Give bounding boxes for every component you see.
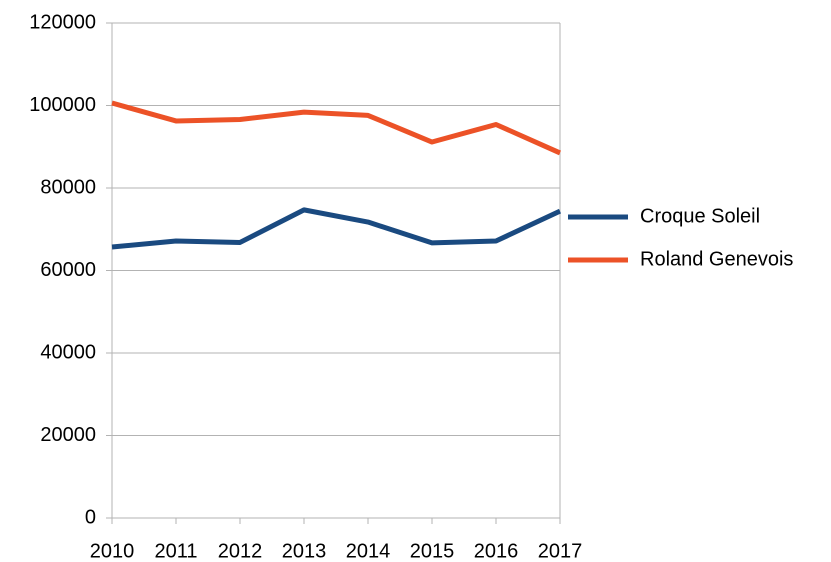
y-tick-label: 20000 [40, 424, 96, 446]
legend-label: Croque Soleil [640, 205, 760, 227]
y-tick-label: 80000 [40, 176, 96, 198]
x-tick-label: 2012 [218, 540, 263, 562]
x-tick-label: 2016 [474, 540, 519, 562]
x-tick-label: 2017 [538, 540, 583, 562]
y-tick-label: 0 [85, 506, 96, 528]
y-tick-label: 40000 [40, 341, 96, 363]
series-line [111, 207, 562, 250]
x-tick-label: 2011 [154, 540, 197, 562]
x-tick-label: 2015 [410, 540, 455, 562]
y-tick-label: 60000 [40, 259, 96, 281]
x-tick-label: 2013 [282, 540, 327, 562]
x-tick-label: 2010 [90, 540, 135, 562]
y-tick-label: 120000 [29, 11, 96, 33]
legend-label: Roland Genevois [640, 248, 793, 270]
y-tick-label: 100000 [29, 94, 96, 116]
x-tick-label: 2014 [346, 540, 391, 562]
series-line [111, 100, 562, 156]
